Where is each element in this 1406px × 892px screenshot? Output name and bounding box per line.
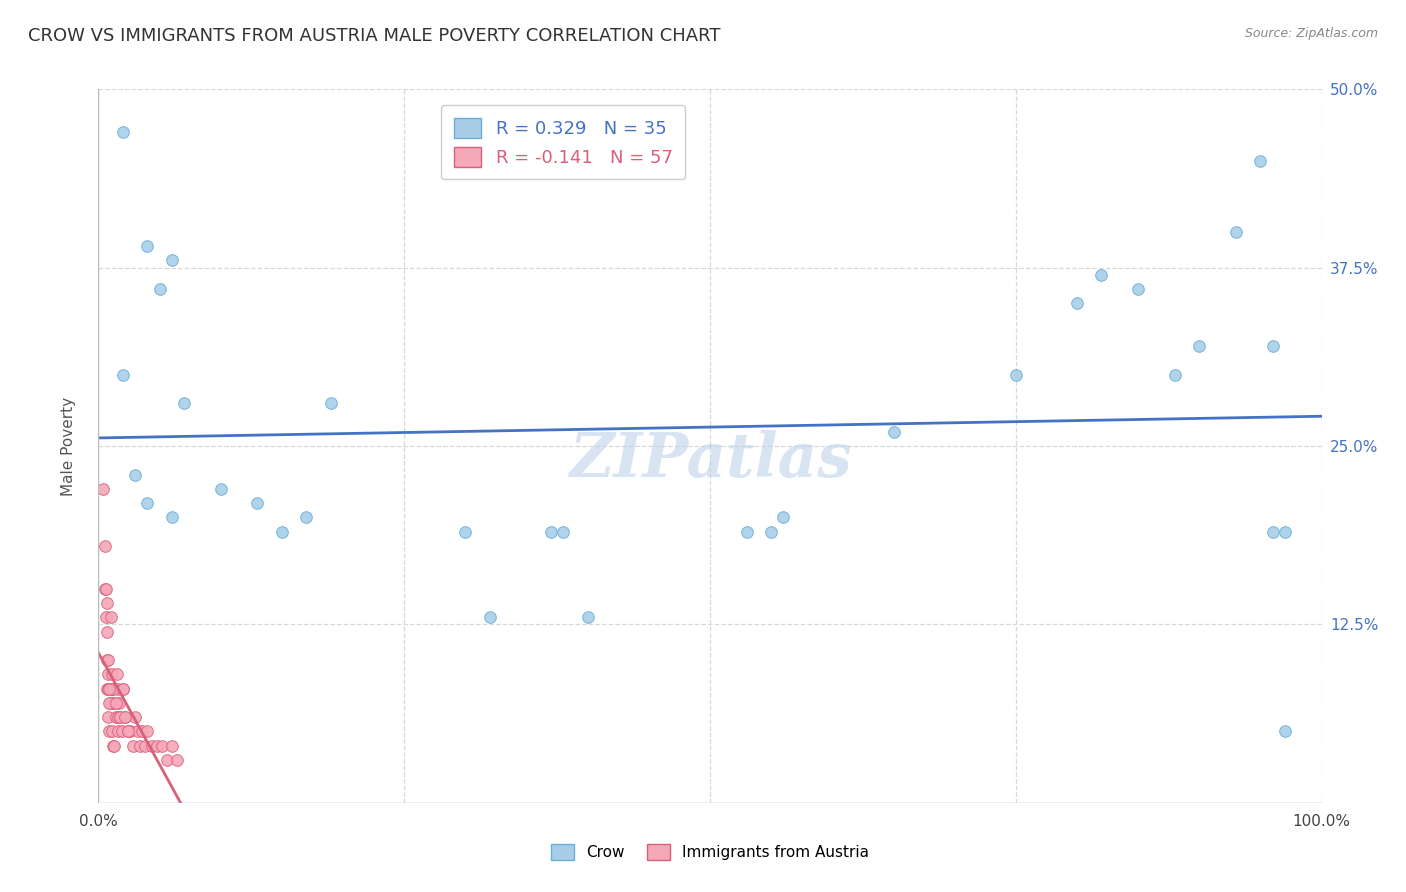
Point bbox=[111, 681, 134, 696]
Point bbox=[1090, 268, 1112, 282]
Point bbox=[96, 624, 118, 639]
Point bbox=[156, 753, 179, 767]
Point bbox=[101, 681, 124, 696]
Point bbox=[107, 681, 129, 696]
Point bbox=[111, 368, 134, 382]
Point bbox=[101, 667, 124, 681]
Y-axis label: Male Poverty: Male Poverty bbox=[62, 396, 76, 496]
Point bbox=[1188, 339, 1211, 353]
Point bbox=[98, 696, 121, 710]
Point bbox=[94, 582, 117, 596]
Point bbox=[107, 724, 129, 739]
Point bbox=[111, 724, 134, 739]
Point bbox=[166, 753, 188, 767]
Point bbox=[1261, 339, 1284, 353]
Point bbox=[91, 482, 114, 496]
Point bbox=[883, 425, 905, 439]
Point bbox=[129, 739, 152, 753]
Point bbox=[136, 496, 159, 510]
Point bbox=[97, 653, 120, 667]
Point bbox=[117, 724, 139, 739]
Point bbox=[735, 524, 758, 539]
Point bbox=[97, 667, 120, 681]
Point bbox=[761, 524, 783, 539]
Point bbox=[270, 524, 294, 539]
Point bbox=[246, 496, 269, 510]
Point bbox=[121, 739, 143, 753]
Point bbox=[98, 681, 121, 696]
Point bbox=[136, 239, 159, 253]
Point bbox=[103, 739, 125, 753]
Point bbox=[540, 524, 562, 539]
Point bbox=[150, 739, 173, 753]
Point bbox=[454, 524, 477, 539]
Point bbox=[124, 467, 146, 482]
Point bbox=[110, 710, 132, 724]
Point bbox=[101, 724, 124, 739]
Point bbox=[111, 681, 134, 696]
Point bbox=[1249, 153, 1271, 168]
Point bbox=[141, 739, 163, 753]
Point bbox=[1128, 282, 1150, 296]
Point bbox=[127, 724, 149, 739]
Point bbox=[96, 596, 118, 610]
Point bbox=[146, 739, 169, 753]
Point bbox=[1225, 225, 1247, 239]
Point bbox=[131, 724, 153, 739]
Point bbox=[100, 610, 122, 624]
Point bbox=[97, 710, 120, 724]
Legend: Crow, Immigrants from Austria: Crow, Immigrants from Austria bbox=[544, 838, 876, 866]
Point bbox=[94, 610, 117, 624]
Point bbox=[107, 710, 129, 724]
Text: ZIPatlas: ZIPatlas bbox=[568, 430, 852, 491]
Point bbox=[104, 696, 127, 710]
Point bbox=[103, 696, 125, 710]
Point bbox=[93, 582, 115, 596]
Point bbox=[1274, 524, 1296, 539]
Point bbox=[100, 681, 122, 696]
Point bbox=[110, 710, 132, 724]
Point bbox=[136, 724, 159, 739]
Point bbox=[96, 681, 118, 696]
Point bbox=[1164, 368, 1187, 382]
Point bbox=[576, 610, 599, 624]
Point bbox=[101, 681, 124, 696]
Point bbox=[97, 681, 120, 696]
Point bbox=[319, 396, 342, 410]
Point bbox=[1261, 524, 1284, 539]
Point bbox=[100, 696, 122, 710]
Point bbox=[160, 510, 183, 524]
Point bbox=[209, 482, 232, 496]
Point bbox=[160, 253, 183, 268]
Point bbox=[553, 524, 575, 539]
Point bbox=[772, 510, 794, 524]
Point bbox=[1066, 296, 1088, 310]
Point bbox=[98, 724, 121, 739]
Point bbox=[117, 724, 139, 739]
Point bbox=[478, 610, 501, 624]
Point bbox=[105, 667, 128, 681]
Point bbox=[1274, 724, 1296, 739]
Point bbox=[101, 739, 124, 753]
Point bbox=[98, 681, 121, 696]
Point bbox=[149, 282, 172, 296]
Text: Source: ZipAtlas.com: Source: ZipAtlas.com bbox=[1244, 27, 1378, 40]
Point bbox=[114, 710, 136, 724]
Point bbox=[173, 396, 195, 410]
Point bbox=[134, 739, 156, 753]
Point bbox=[114, 710, 136, 724]
Point bbox=[124, 710, 146, 724]
Point bbox=[1004, 368, 1026, 382]
Point bbox=[111, 125, 134, 139]
Point bbox=[104, 710, 127, 724]
Point bbox=[295, 510, 318, 524]
Text: CROW VS IMMIGRANTS FROM AUSTRIA MALE POVERTY CORRELATION CHART: CROW VS IMMIGRANTS FROM AUSTRIA MALE POV… bbox=[28, 27, 721, 45]
Point bbox=[120, 724, 142, 739]
Point bbox=[96, 653, 118, 667]
Point bbox=[93, 539, 115, 553]
Point bbox=[108, 696, 131, 710]
Point bbox=[160, 739, 183, 753]
